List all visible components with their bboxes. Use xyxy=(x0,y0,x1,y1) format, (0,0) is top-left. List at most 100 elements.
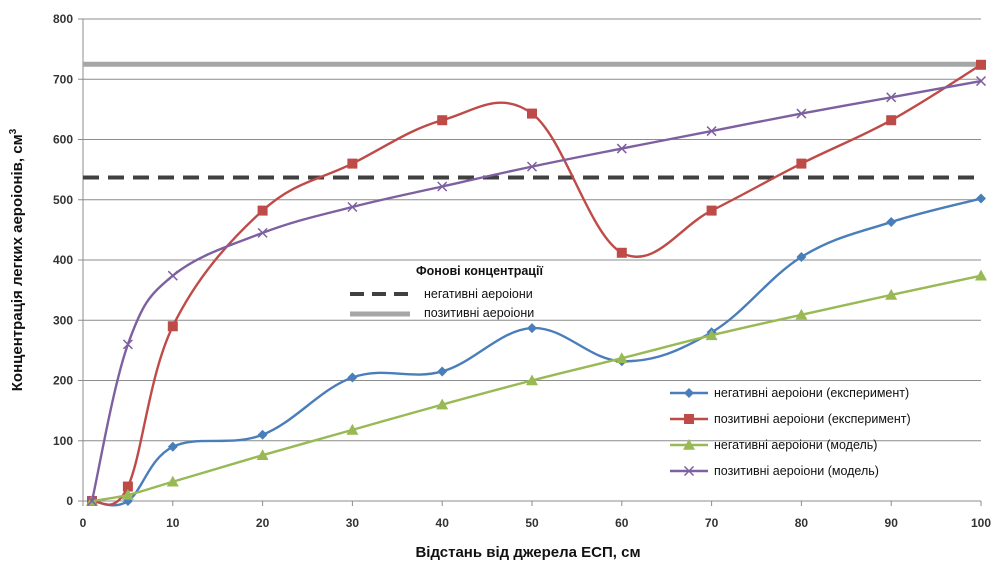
series-2 xyxy=(85,269,987,506)
series-1-point-5 xyxy=(437,115,448,126)
series-1-point-2 xyxy=(167,321,178,332)
series-2-point-4 xyxy=(346,423,359,435)
series-group xyxy=(85,59,987,507)
x-tick-label-8: 80 xyxy=(795,516,809,530)
series-1-point-10 xyxy=(886,115,897,126)
series-3-point-7 xyxy=(616,143,627,154)
series-2-point-11 xyxy=(975,269,987,281)
y-axis-title-main: Концентрація легких аероіонів, см xyxy=(9,134,26,391)
series-legend: негативні аероіони (експеримент) позитивн… xyxy=(670,386,911,478)
series-3-point-11 xyxy=(975,76,987,87)
series-2-point-8 xyxy=(705,329,718,341)
background-legend-label-positive: позитивні аероіони xyxy=(424,306,534,320)
series-2-point-5 xyxy=(436,398,449,410)
y-tick-label-2: 200 xyxy=(53,374,73,388)
series-2-point-9 xyxy=(795,308,808,320)
series-3-point-6 xyxy=(526,161,538,172)
series-0-point-11 xyxy=(976,193,986,204)
series-1-point-3 xyxy=(257,205,268,216)
series-3-point-5-b xyxy=(437,181,448,192)
legend-swatch-marker-1 xyxy=(684,414,694,424)
series-2-point-1 xyxy=(121,488,134,500)
series-3-point-10 xyxy=(886,92,897,103)
series-3-point-0 xyxy=(86,495,98,507)
series-0-line xyxy=(91,197,982,507)
series-3-point-1 xyxy=(122,339,133,350)
series-3-point-2-b xyxy=(167,270,178,281)
series-3-line xyxy=(90,79,982,502)
legend-label-1: позитивні аероіони (експеримент) xyxy=(714,412,911,426)
series-1-point-11 xyxy=(976,59,986,70)
series-1-point-1 xyxy=(122,481,133,492)
series-2-point-10 xyxy=(885,288,898,300)
y-tick-label-1: 100 xyxy=(53,434,73,448)
series-0-point-10 xyxy=(886,217,897,228)
series-1 xyxy=(86,59,986,506)
series-3-point-3 xyxy=(257,227,268,238)
legend-swatch-marker-3-b xyxy=(683,465,695,477)
x-tick-label-9: 90 xyxy=(885,516,899,530)
legend-label-2: негативні аероіони (модель) xyxy=(714,438,877,452)
series-2-point-6 xyxy=(526,374,538,386)
x-tick-label-2: 20 xyxy=(256,516,270,530)
x-tick-label-5: 50 xyxy=(525,516,539,530)
x-tick-label-1: 10 xyxy=(166,516,180,530)
series-3-point-1-b xyxy=(122,339,133,350)
y-tick-label-7: 700 xyxy=(53,72,73,86)
series-0-point-6 xyxy=(527,323,537,334)
series-3-point-7-b xyxy=(616,143,627,154)
series-3-point-3-b xyxy=(257,227,268,238)
series-3-point-5 xyxy=(437,181,448,192)
series-1-point-6 xyxy=(527,108,537,119)
legend-swatch-marker-3 xyxy=(683,465,695,477)
background-lines xyxy=(83,61,981,180)
x-tick-label-3: 30 xyxy=(346,516,360,530)
series-2-point-2 xyxy=(166,475,179,487)
series-3-point-0-b xyxy=(86,495,98,507)
series-3-point-4-b xyxy=(347,201,358,213)
series-3-point-6-b xyxy=(526,161,538,172)
y-tick-label-8: 800 xyxy=(53,12,73,26)
series-1-point-4 xyxy=(347,158,358,169)
series-0-point-4 xyxy=(347,372,358,383)
series-0 xyxy=(86,193,986,507)
series-1-point-8 xyxy=(706,205,717,216)
legend-swatch-marker-2 xyxy=(683,439,695,450)
tick-labels: 0 100 200 300 400 500 600 700 800 0 10 20 30 40 50 60 70… xyxy=(53,12,991,530)
x-tick-label-10: 100 xyxy=(971,516,991,530)
y-tick-label-3: 300 xyxy=(53,313,73,327)
y-tick-label-5: 500 xyxy=(53,193,73,207)
legend-label-0: негативні аероіони (експеримент) xyxy=(714,386,909,400)
x-tick-label-7: 70 xyxy=(705,516,719,530)
series-2-point-3 xyxy=(256,449,269,461)
series-3-point-11-b xyxy=(975,76,987,87)
background-legend-title: Фонові концентрації xyxy=(416,264,543,278)
series-3 xyxy=(86,76,987,507)
series-3-point-8-b xyxy=(706,126,717,137)
series-0-point-3 xyxy=(257,429,268,440)
grid xyxy=(83,18,981,442)
series-0-point-2 xyxy=(167,441,178,452)
y-tick-label-4: 400 xyxy=(53,253,73,267)
x-tick-label-0: 0 xyxy=(80,516,87,530)
series-1-point-9 xyxy=(796,158,807,169)
legend-label-3: позитивні аероіони (модель) xyxy=(714,464,879,478)
series-0-point-5 xyxy=(437,366,448,377)
y-axis-title-sup: 3 xyxy=(8,128,19,134)
background-legend-label-negative: негативні аероіони xyxy=(424,287,533,301)
x-tick-label-6: 60 xyxy=(615,516,629,530)
series-3-point-4 xyxy=(347,201,358,213)
y-tick-label-0: 0 xyxy=(66,494,73,508)
series-1-point-7 xyxy=(616,247,627,258)
background-legend: Фонові концентрації негативні аероіони п… xyxy=(350,264,543,320)
x-axis-title: Відстань від джерела ЕСП, см xyxy=(415,544,640,561)
series-3-point-10-b xyxy=(886,92,897,103)
y-axis-title: Концентрація легких аероіонів, см3 xyxy=(8,128,26,391)
series-3-point-2 xyxy=(167,270,178,281)
legend-swatch-marker-0 xyxy=(684,388,694,398)
series-3-point-9 xyxy=(796,108,807,119)
axes xyxy=(78,18,982,506)
series-3-point-9-b xyxy=(796,108,807,119)
series-0-point-9 xyxy=(796,251,807,262)
